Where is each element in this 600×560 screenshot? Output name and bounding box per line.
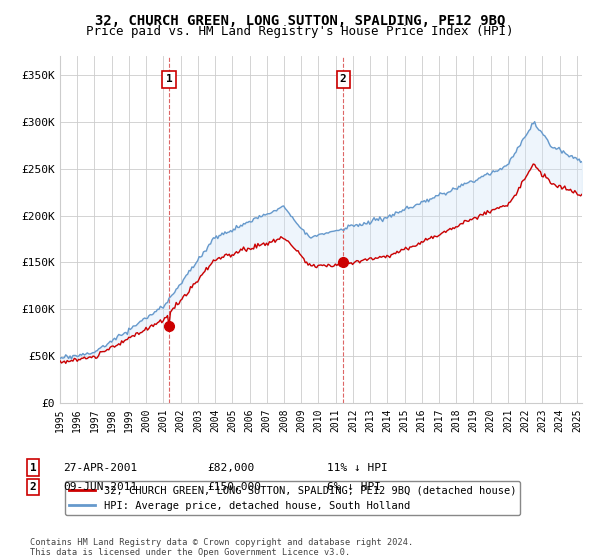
Text: Price paid vs. HM Land Registry's House Price Index (HPI): Price paid vs. HM Land Registry's House … — [86, 25, 514, 38]
Text: 6% ↓ HPI: 6% ↓ HPI — [327, 482, 381, 492]
Text: 32, CHURCH GREEN, LONG SUTTON, SPALDING, PE12 9BQ: 32, CHURCH GREEN, LONG SUTTON, SPALDING,… — [95, 14, 505, 28]
Text: £150,000: £150,000 — [207, 482, 261, 492]
Text: 2: 2 — [340, 74, 347, 85]
Text: 11% ↓ HPI: 11% ↓ HPI — [327, 463, 388, 473]
Text: 27-APR-2001: 27-APR-2001 — [63, 463, 137, 473]
Text: 2: 2 — [29, 482, 37, 492]
Text: Contains HM Land Registry data © Crown copyright and database right 2024.
This d: Contains HM Land Registry data © Crown c… — [30, 538, 413, 557]
Text: 09-JUN-2011: 09-JUN-2011 — [63, 482, 137, 492]
Text: 1: 1 — [166, 74, 172, 85]
Legend: 32, CHURCH GREEN, LONG SUTTON, SPALDING, PE12 9BQ (detached house), HPI: Average: 32, CHURCH GREEN, LONG SUTTON, SPALDING,… — [65, 482, 520, 515]
Text: 1: 1 — [29, 463, 37, 473]
Text: £82,000: £82,000 — [207, 463, 254, 473]
